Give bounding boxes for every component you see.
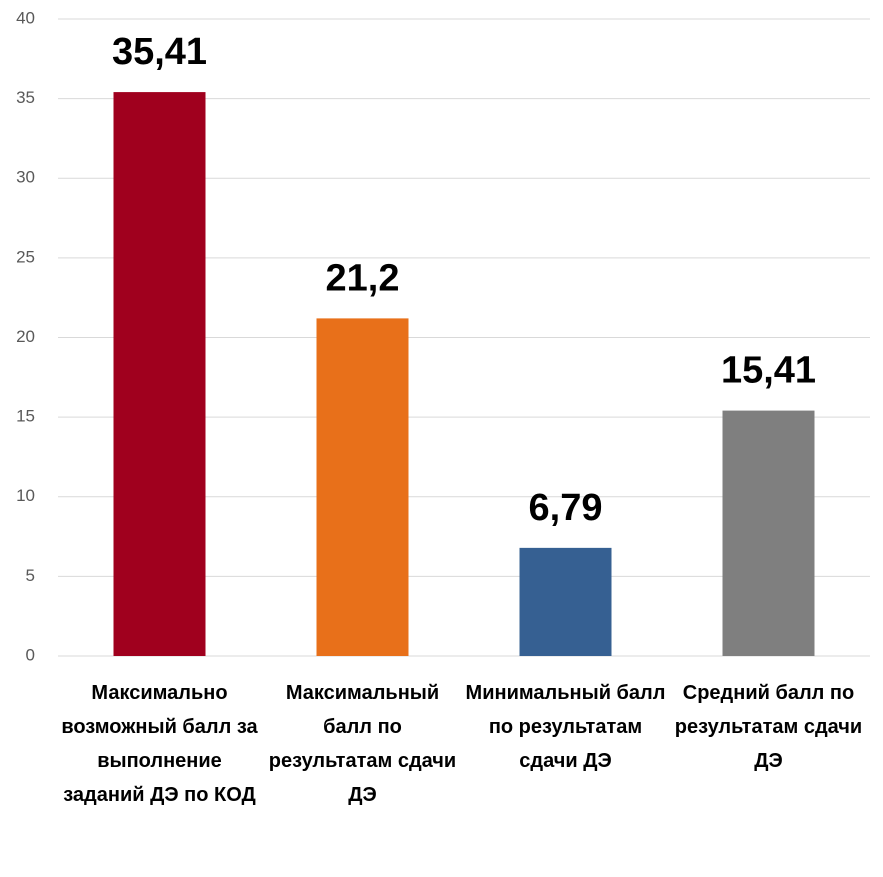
y-tick-label: 25 — [16, 247, 35, 266]
y-tick-label: 5 — [26, 566, 35, 585]
bar — [316, 318, 409, 656]
bar — [113, 92, 206, 656]
bar — [519, 547, 612, 656]
data-label: 21,2 — [326, 257, 400, 299]
x-tick-label: Минимальный балл по результатам сдачи ДЭ — [465, 682, 666, 772]
y-tick-label: 35 — [16, 88, 35, 107]
y-tick-label: 10 — [16, 486, 35, 505]
y-tick-label: 40 — [16, 8, 35, 27]
x-tick-label: Средний балл по результатам сдачи ДЭ — [674, 682, 863, 772]
data-label: 35,41 — [112, 31, 207, 73]
data-label: 6,79 — [529, 487, 603, 529]
y-tick-label: 0 — [26, 645, 35, 664]
bar — [722, 410, 815, 656]
y-tick-label: 30 — [16, 168, 35, 187]
y-tick-label: 15 — [16, 407, 35, 426]
x-tick-label: Максимально возможный балл за выполнение… — [61, 682, 258, 806]
data-label: 15,41 — [721, 350, 816, 392]
x-tick-label: Максимальный балл по результатам сдачи Д… — [268, 682, 457, 806]
y-tick-label: 20 — [16, 327, 35, 346]
